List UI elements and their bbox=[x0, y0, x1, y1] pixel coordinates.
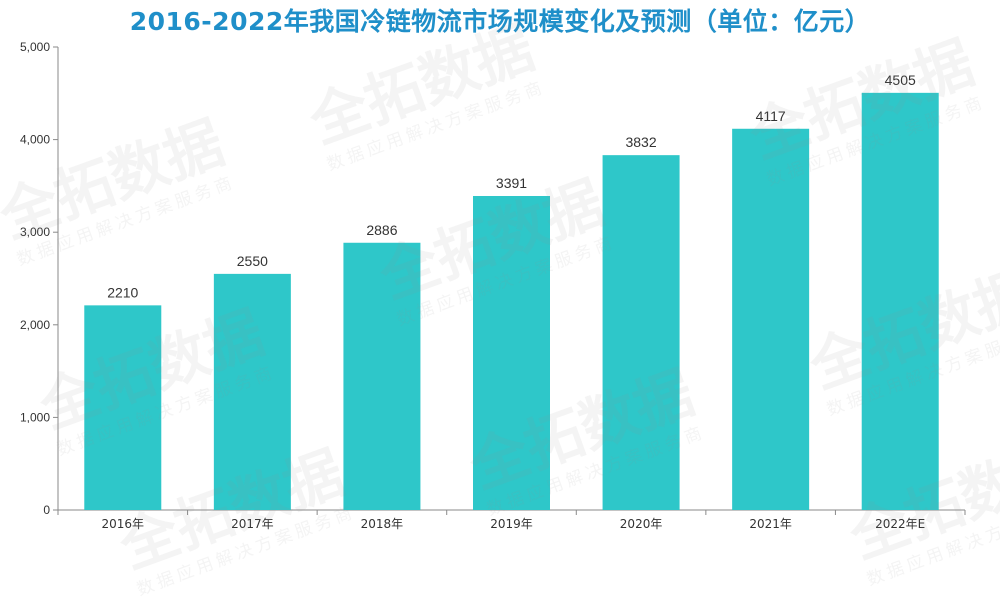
x-tick-label: 2017年 bbox=[231, 517, 274, 531]
bar bbox=[343, 242, 421, 510]
x-tick-label: 2021年 bbox=[749, 517, 792, 531]
bar-value-label: 2886 bbox=[366, 222, 397, 238]
bar-value-label: 4117 bbox=[756, 108, 786, 124]
bar-value-label: 3391 bbox=[496, 175, 527, 191]
y-tick-label: 3,000 bbox=[20, 225, 50, 239]
bar bbox=[213, 273, 291, 510]
y-tick-label: 4,000 bbox=[20, 133, 50, 147]
y-tick-label: 0 bbox=[43, 503, 50, 517]
bar-value-label: 4505 bbox=[885, 72, 916, 88]
x-tick-label: 2020年 bbox=[620, 517, 663, 531]
bar-chart: 0 1,000 2,000 3,000 4,000 5,000 2210 2016年 2550 2… bbox=[20, 40, 966, 531]
y-tick-label: 2,000 bbox=[20, 318, 50, 332]
bar-value-label: 2210 bbox=[107, 284, 138, 300]
bar bbox=[602, 155, 680, 510]
bar-value-label: 3832 bbox=[625, 134, 656, 150]
x-tick-label: 2018年 bbox=[361, 517, 404, 531]
bar bbox=[861, 92, 939, 510]
x-tick-label: 2016年 bbox=[102, 517, 145, 531]
bar bbox=[84, 305, 162, 510]
bar-value-label: 2550 bbox=[237, 253, 268, 269]
x-tick-label: 2022年E bbox=[875, 517, 925, 531]
y-tick-label: 5,000 bbox=[20, 40, 50, 54]
bar bbox=[473, 195, 550, 510]
chart-title: 2016-2022年我国冷链物流市场规模变化及预测（单位：亿元） bbox=[129, 7, 871, 36]
x-tick-label: 2019年 bbox=[490, 517, 533, 531]
bar bbox=[732, 128, 810, 510]
y-tick-label: 1,000 bbox=[20, 410, 50, 424]
